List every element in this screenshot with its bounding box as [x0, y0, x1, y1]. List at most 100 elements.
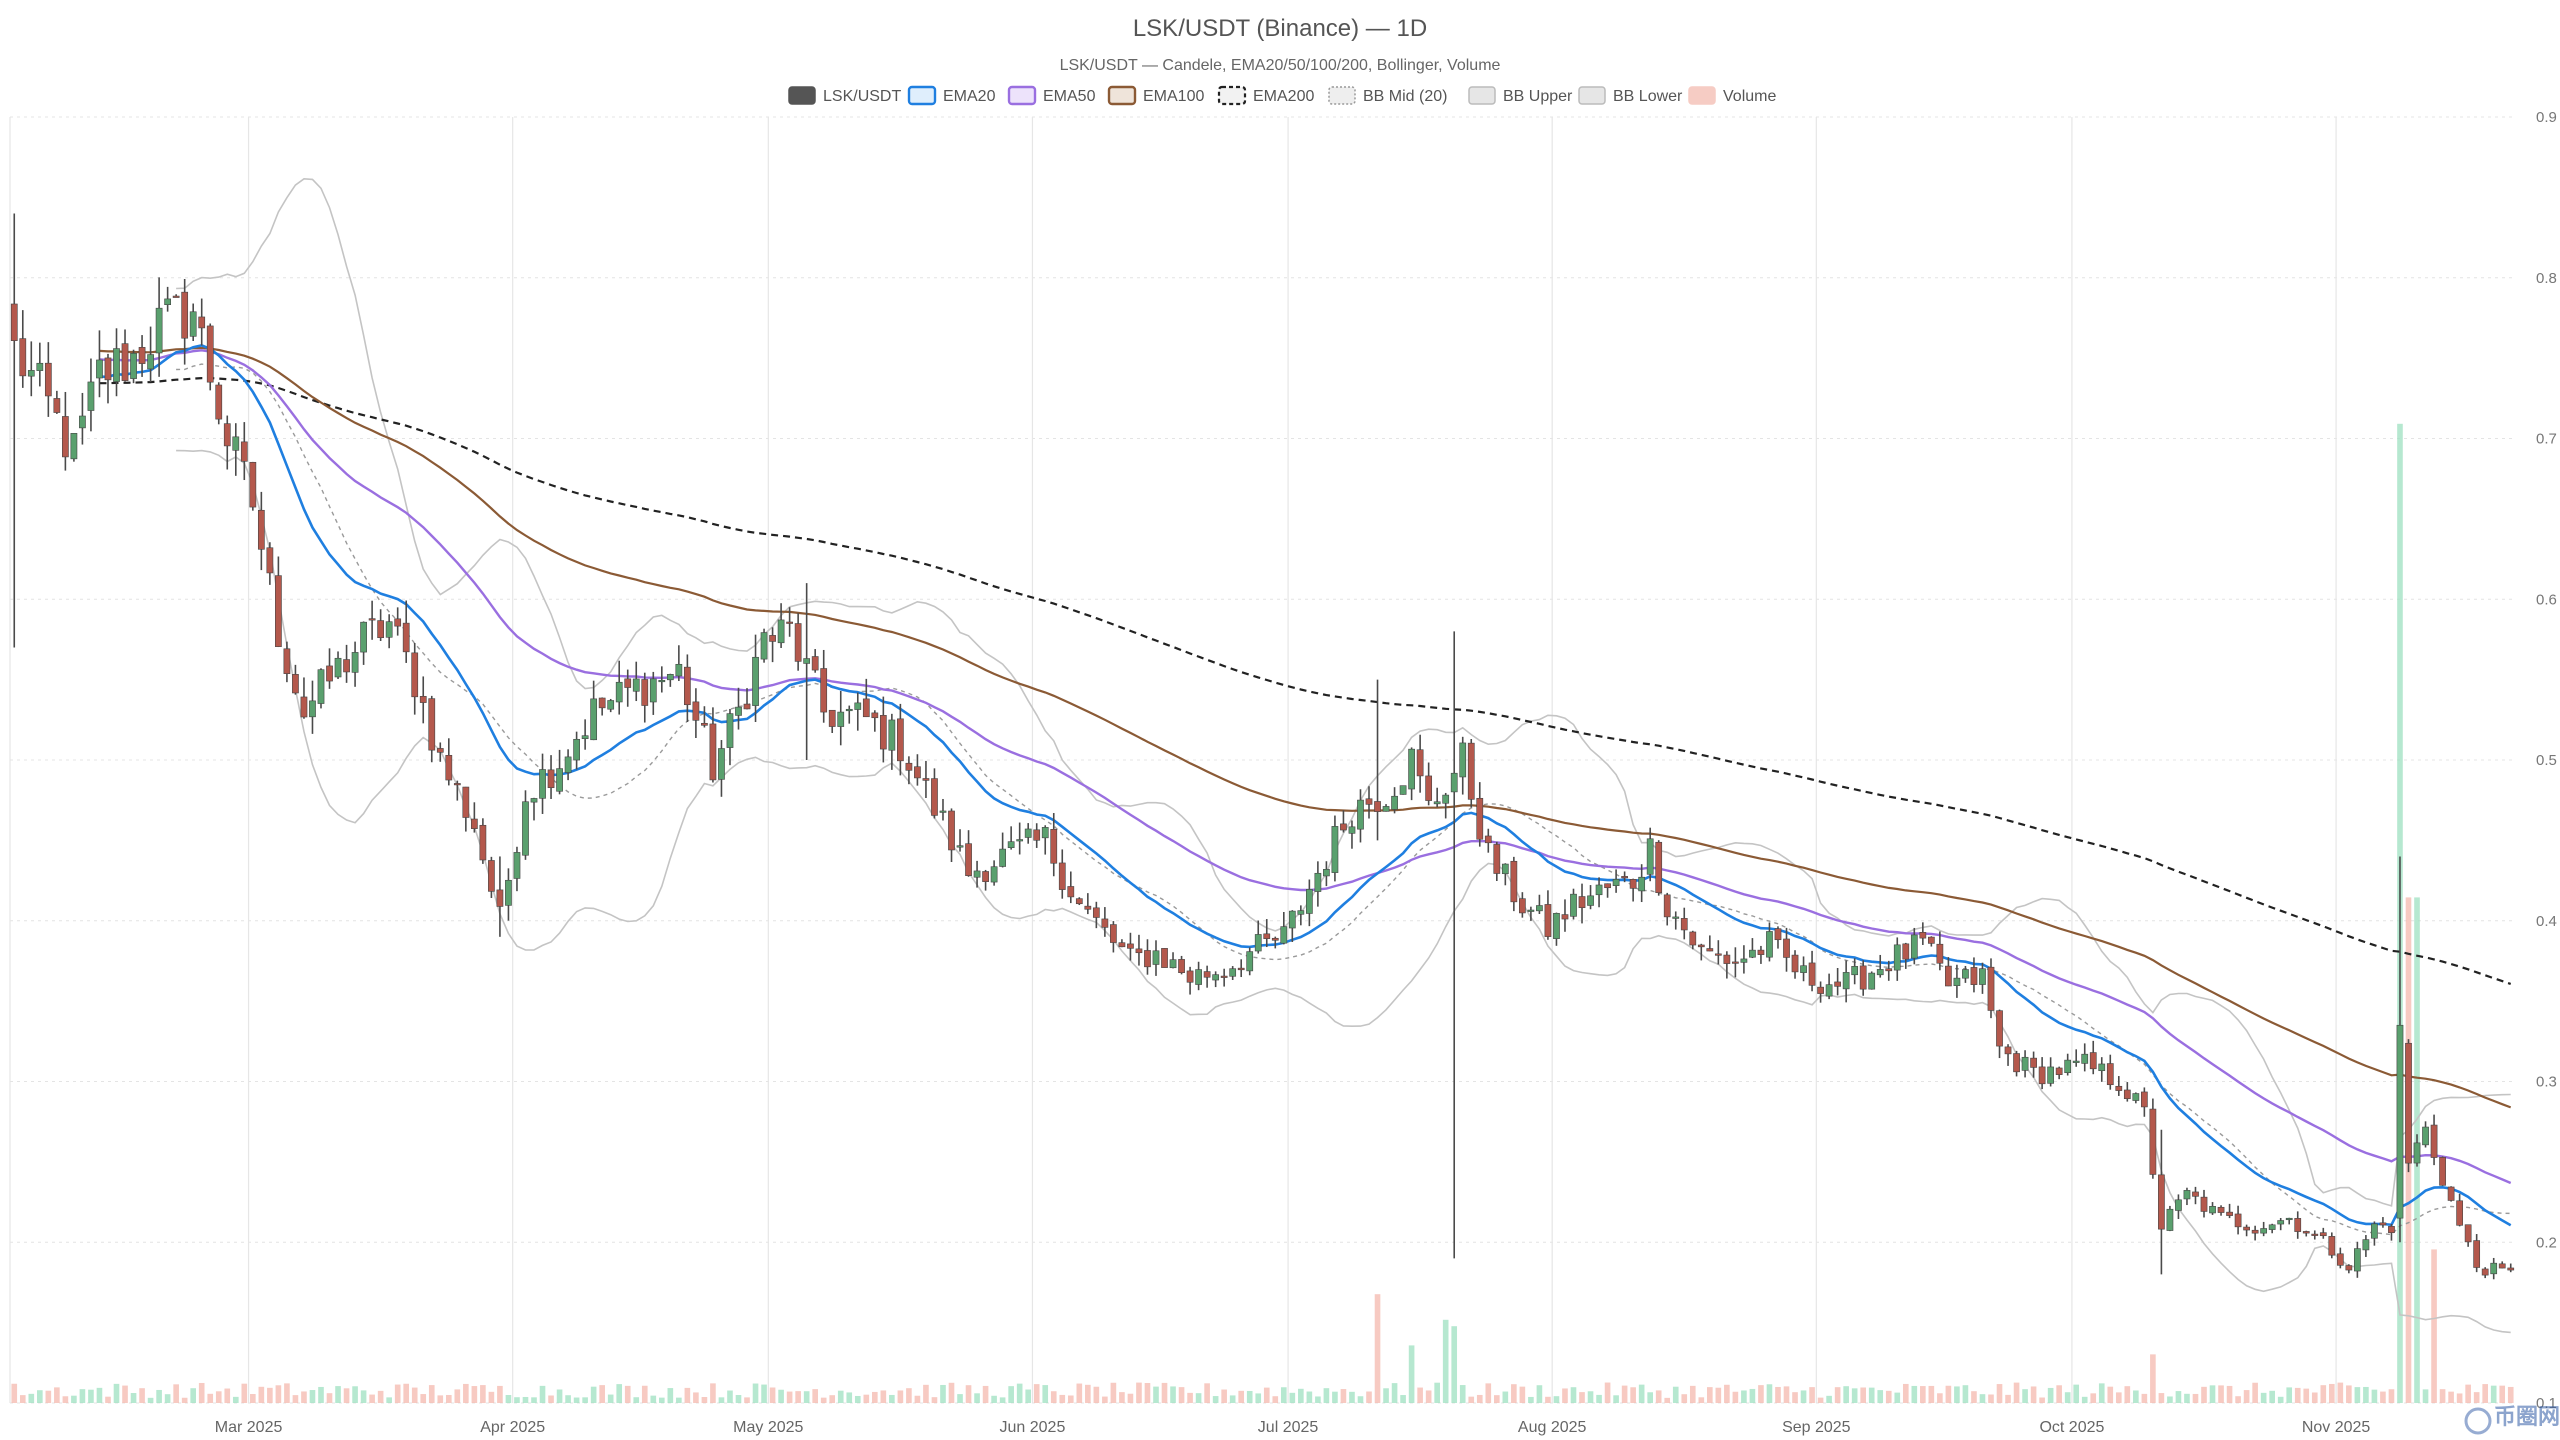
candle	[96, 330, 103, 398]
legend-item-bb-upper[interactable]: BB Upper	[1468, 86, 1573, 105]
legend-item-bb-lower[interactable]: BB Lower	[1578, 86, 1683, 105]
legend-item-bb-mid-20[interactable]: BB Mid (20)	[1328, 86, 1447, 105]
candle-body	[1254, 934, 1262, 952]
candle	[2456, 1193, 2463, 1227]
candle-body	[1987, 966, 1995, 1011]
volume-bar	[1698, 1397, 1705, 1403]
volume-bar	[718, 1397, 725, 1403]
candle-body	[1561, 914, 1569, 920]
legend-item-ema20[interactable]: EMA20	[907, 85, 996, 106]
candle-body	[820, 668, 828, 713]
candle-body	[2055, 1067, 2063, 1075]
volume-bar	[11, 1383, 18, 1403]
volume-bar	[880, 1390, 887, 1403]
candle-body	[436, 748, 444, 753]
candle-body	[2490, 1262, 2498, 1275]
candle-body	[1382, 806, 1390, 812]
candle-body	[164, 298, 171, 306]
candle-body	[2021, 1056, 2029, 1071]
volume-bar	[872, 1391, 878, 1403]
candle	[1621, 871, 1628, 883]
volume-bar	[2337, 1382, 2344, 1403]
volume-bar	[437, 1395, 444, 1403]
ema20-line	[99, 343, 2512, 1227]
candle-body	[479, 824, 487, 861]
candle	[1050, 813, 1058, 877]
volume-bar	[1306, 1391, 1313, 1403]
candle	[1144, 939, 1151, 975]
candle	[990, 860, 998, 886]
candle-body	[1041, 827, 1049, 839]
legend-item-ema50[interactable]: EMA50	[1007, 85, 1096, 106]
candle	[1953, 964, 1961, 998]
candle-body	[607, 700, 615, 710]
candle-body	[1237, 967, 1245, 971]
candle-body	[862, 698, 870, 718]
candle-body	[2413, 1142, 2421, 1164]
candle-body	[709, 723, 717, 781]
volume-bar	[1732, 1391, 1739, 1403]
candle-body	[1024, 828, 1032, 838]
candle-body	[922, 778, 930, 781]
candle	[632, 661, 640, 702]
candle-body	[428, 698, 436, 751]
candle-body	[317, 669, 325, 704]
candle	[377, 609, 385, 642]
volume-bar	[164, 1394, 171, 1403]
candle	[530, 797, 538, 821]
volume-bar	[1741, 1390, 1747, 1403]
volume-bar	[386, 1397, 392, 1403]
volume-bar	[326, 1393, 333, 1403]
candle	[172, 294, 180, 298]
candle-body	[752, 656, 759, 706]
legend-item-ema100[interactable]: EMA100	[1107, 85, 1204, 106]
candle	[402, 600, 410, 663]
candle-body	[837, 711, 845, 727]
candle-body	[2379, 1222, 2387, 1226]
candle-body	[2234, 1213, 2242, 1228]
axes: 0.9 0.8 0.7 0.6 0.5 0.4 0.3 0.2 0.1 Mar 2025 Apr 2…	[215, 109, 2557, 1436]
legend-item-ema200[interactable]: EMA200	[1217, 85, 1314, 106]
candle	[1340, 810, 1347, 833]
volume-bar	[846, 1392, 853, 1403]
volume-bar	[2294, 1387, 2301, 1403]
candle	[19, 310, 27, 388]
volume-bar	[1579, 1392, 1585, 1403]
candle	[385, 614, 393, 649]
candle	[1979, 962, 1986, 994]
candle-body	[2166, 1208, 2174, 1231]
candle-body	[470, 818, 478, 829]
candle	[266, 542, 274, 585]
legend-swatch	[1217, 85, 1247, 106]
candle-body	[615, 681, 623, 703]
candle-body	[522, 801, 529, 856]
chart-subtitle: LSK/USDT — Candele, EMA20/50/100/200, Bo…	[1060, 57, 1501, 74]
candle-body	[2072, 1060, 2080, 1063]
volume-bar	[1093, 1386, 1100, 1403]
legend-label: EMA20	[943, 88, 996, 105]
legend-item-lsk-usdt[interactable]: LSK/USDT	[788, 86, 901, 105]
candle	[914, 754, 921, 786]
grid	[9, 116, 2515, 1404]
volume-bar	[1374, 1294, 1381, 1403]
candle-body	[1927, 936, 1935, 944]
volume-bar	[2354, 1387, 2361, 1403]
candle	[666, 673, 674, 687]
candle-body	[1638, 876, 1646, 892]
candle	[1655, 840, 1663, 896]
candle	[2507, 1263, 2515, 1273]
y-tick-label: 0.7	[2536, 431, 2557, 448]
candle-body	[1536, 905, 1543, 912]
candle-body	[1058, 862, 1066, 890]
candle-body	[777, 619, 785, 644]
volume-bar	[181, 1397, 188, 1403]
candle-body	[965, 843, 972, 876]
candle	[2294, 1211, 2302, 1239]
volume-bar	[531, 1397, 537, 1403]
candle-body	[1800, 965, 1807, 973]
candle-body	[419, 696, 427, 703]
candle	[240, 422, 248, 481]
legend-item-volume[interactable]: Volume	[1688, 86, 1776, 105]
candle-body	[1791, 954, 1799, 973]
candle-body	[2115, 1085, 2123, 1091]
